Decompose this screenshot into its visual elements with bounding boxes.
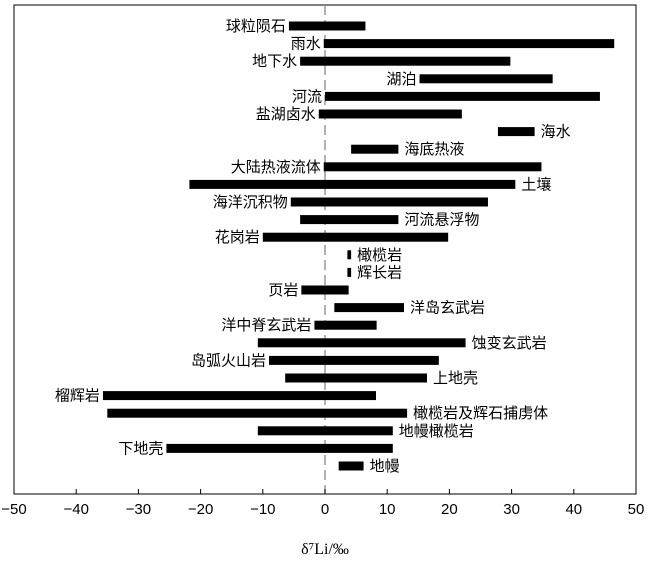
- range-label: 花岗岩: [215, 228, 260, 246]
- x-tick-label: 10: [379, 501, 396, 518]
- range-bar: [300, 215, 399, 225]
- x-tick-label: 30: [503, 501, 520, 518]
- range-label: 河流: [292, 87, 322, 105]
- range-bar: [318, 109, 462, 119]
- x-tick-label: −30: [126, 501, 151, 518]
- x-tick-label: −40: [63, 501, 88, 518]
- range-label: 岛弧火山岩: [191, 351, 266, 369]
- range-label: 大陆热液流体: [231, 158, 321, 176]
- range-label: 雨水: [291, 35, 321, 53]
- range-label: 蚀变玄武岩: [472, 334, 547, 352]
- range-bar: [351, 144, 399, 154]
- range-bar: [323, 162, 542, 172]
- range-label: 球粒陨石: [226, 17, 286, 35]
- range-label: 湖泊: [387, 70, 417, 88]
- range-bar: [257, 338, 466, 348]
- range-bar: [257, 426, 393, 436]
- range-bar: [262, 232, 449, 242]
- range-bar: [290, 197, 488, 207]
- range-labels: 球粒陨石雨水地下水湖泊河流盐湖卤水海水海底热液大陆热液流体土壤海洋沉积物河流悬浮…: [55, 17, 571, 475]
- range-bar: [334, 303, 404, 313]
- x-tick-label: 20: [441, 501, 458, 518]
- range-bar: [347, 250, 352, 260]
- range-bar: [301, 285, 349, 295]
- x-tick-label: 40: [565, 501, 582, 518]
- range-label: 地幔: [370, 457, 400, 475]
- range-label: 盐湖卤水: [256, 105, 316, 123]
- range-bar: [189, 179, 516, 189]
- range-label: 橄榄岩及辉石捕虏体: [413, 404, 548, 422]
- range-label: 地幔橄榄岩: [399, 422, 474, 440]
- x-tick-label: −50: [1, 501, 26, 518]
- range-bar: [107, 408, 408, 418]
- range-bar: [314, 320, 377, 330]
- range-label: 海底热液: [404, 140, 464, 158]
- range-label: 页岩: [268, 281, 298, 299]
- range-bar: [323, 39, 615, 49]
- range-label: 橄榄岩: [357, 246, 402, 264]
- range-label: 土壤: [521, 175, 551, 193]
- range-label: 榴辉岩: [55, 387, 100, 405]
- range-bar: [419, 74, 553, 84]
- range-bar: [347, 267, 352, 277]
- range-bar: [288, 21, 366, 31]
- range-label: 上地壳: [433, 369, 478, 387]
- range-bar: [497, 127, 535, 137]
- x-tick-label: −20: [188, 501, 213, 518]
- range-bar: [325, 91, 600, 101]
- range-bar: [300, 56, 511, 66]
- range-label: 洋中脊玄武岩: [221, 316, 311, 334]
- range-label: 海洋沉积物: [213, 193, 288, 211]
- range-label: 地下水: [252, 52, 297, 70]
- x-tick-label: −10: [250, 501, 275, 518]
- x-axis-ticks: −50 −40 −30 −20 −10 0 10 20 30 40 50: [1, 489, 644, 518]
- range-label: 海水: [541, 123, 571, 141]
- range-bar: [338, 461, 364, 471]
- range-bar: [285, 373, 428, 383]
- range-bars: [102, 21, 615, 471]
- range-bar: [102, 391, 377, 401]
- x-tick-label: 0: [321, 501, 329, 518]
- range-label: 洋岛玄武岩: [410, 299, 485, 317]
- range-bar: [166, 443, 393, 453]
- range-label: 河流悬浮物: [404, 211, 479, 229]
- x-axis-title: δ⁷Li/‰: [301, 541, 349, 558]
- range-label: 下地壳: [118, 439, 163, 457]
- range-bar: [269, 355, 439, 365]
- range-label: 辉长岩: [357, 263, 402, 281]
- x-tick-label: 50: [628, 501, 645, 518]
